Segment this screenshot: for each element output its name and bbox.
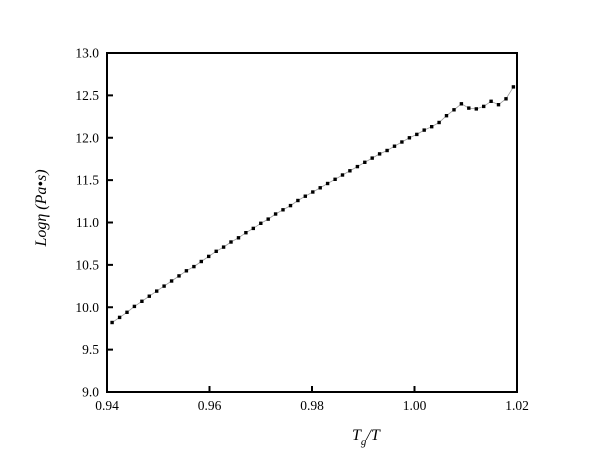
data-point-marker [155, 289, 159, 293]
data-point-marker [273, 212, 278, 216]
data-point-marker [489, 99, 493, 103]
data-point-marker [199, 259, 203, 264]
data-point-marker [363, 160, 367, 164]
data-point-marker [221, 245, 226, 249]
x-tick-label: 0.98 [300, 398, 324, 413]
data-point-marker [400, 140, 404, 144]
data-point-marker [214, 249, 218, 253]
data-point-marker [117, 315, 122, 320]
data-point-marker [333, 177, 337, 181]
data-point-marker [452, 108, 456, 112]
y-tick-label: 11.0 [76, 215, 99, 230]
data-point-marker [162, 284, 166, 288]
y-tick-label: 9.0 [82, 385, 99, 400]
y-tick-label: 9.5 [82, 342, 99, 357]
data-point-marker [184, 269, 189, 273]
data-point-marker [229, 240, 233, 244]
y-tick-label: 12.5 [75, 88, 99, 103]
data-series [110, 85, 516, 325]
data-point-marker [296, 198, 300, 203]
data-point-marker [482, 104, 486, 109]
data-point-marker [496, 103, 501, 107]
data-point-marker [192, 264, 196, 269]
data-point-marker [467, 106, 471, 110]
data-point-marker [266, 217, 270, 221]
x-tick-label: 1.02 [505, 398, 529, 413]
data-point-marker [474, 107, 478, 111]
x-tick-label: 0.94 [95, 398, 119, 413]
connecting-line [111, 86, 514, 323]
x-tick-label: 0.96 [198, 398, 222, 413]
data-point-marker [207, 254, 211, 259]
data-point-marker [169, 279, 174, 283]
data-point-marker [437, 120, 441, 125]
y-tick-label: 10.0 [75, 300, 99, 315]
data-point-marker [504, 97, 508, 101]
data-point-marker [370, 156, 374, 160]
data-point-marker [511, 85, 516, 89]
data-point-marker [459, 102, 464, 106]
y-axis-title: Logη (Pa•s) [33, 169, 50, 247]
data-point-marker [147, 294, 151, 298]
data-point-marker [236, 236, 241, 240]
plot-frame [106, 52, 518, 393]
data-point-marker [407, 136, 412, 140]
data-point-marker [340, 173, 345, 177]
x-tick-label: 1.00 [403, 398, 427, 413]
y-tick-label: 12.0 [75, 130, 99, 145]
y-tick-label: 10.5 [75, 257, 99, 272]
data-point-marker [251, 226, 255, 231]
data-point-marker [281, 208, 285, 212]
data-point-marker [132, 304, 137, 309]
data-point-marker [377, 152, 382, 156]
axes: 0.94 0.96 0.98 1.00 1.02 9.0 9.5 10.0 10.5 11.0 11… [75, 46, 528, 414]
y-tick-label: 11.5 [76, 173, 99, 188]
data-point-marker [110, 320, 114, 325]
data-point-marker [259, 221, 263, 225]
y-tick-label: 13.0 [75, 46, 99, 61]
data-point-marker [392, 144, 397, 148]
data-point-marker [415, 132, 419, 137]
data-point-marker [318, 186, 322, 190]
data-point-marker [311, 190, 315, 194]
data-point-marker [140, 299, 144, 303]
data-point-marker [303, 194, 307, 198]
x-axis-title: Tg/T [352, 427, 381, 448]
data-point-marker [422, 128, 426, 132]
data-point-marker [177, 274, 181, 278]
data-point-marker [430, 125, 434, 129]
data-point-marker [325, 181, 330, 186]
data-point-marker [444, 114, 449, 118]
data-point-marker [385, 148, 389, 153]
data-point-marker [244, 231, 248, 235]
data-point-marker [355, 164, 360, 169]
data-point-marker [288, 203, 293, 208]
data-point-marker [125, 310, 129, 314]
data-point-marker [348, 169, 352, 173]
